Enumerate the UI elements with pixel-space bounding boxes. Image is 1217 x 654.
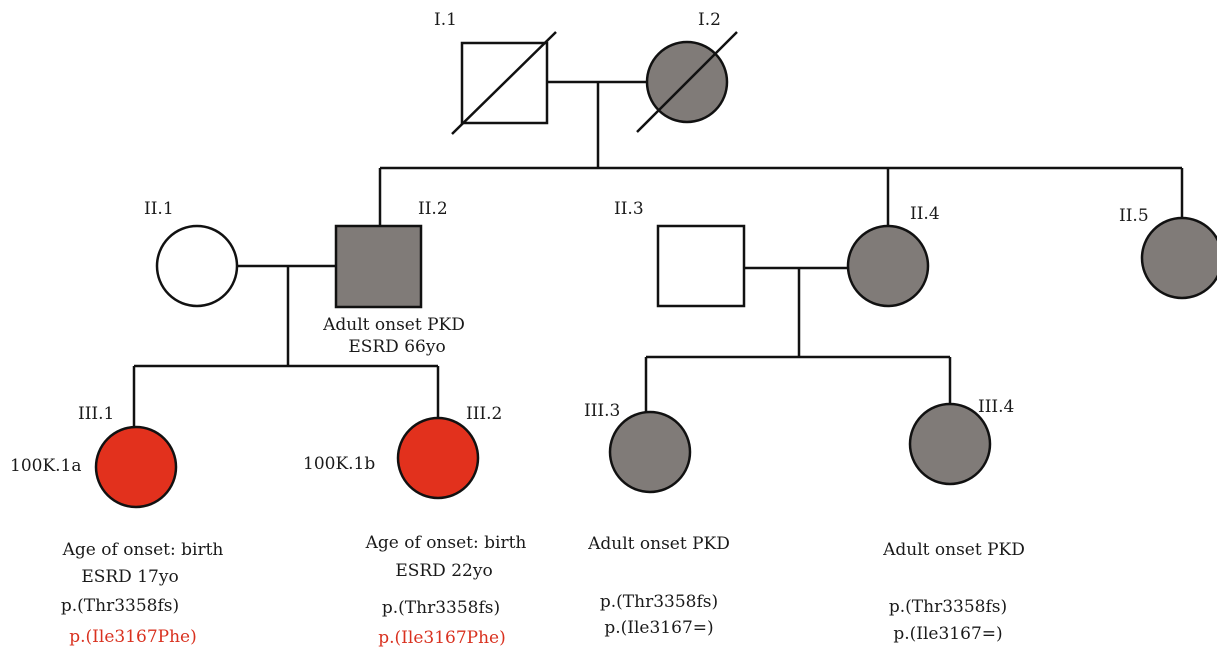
variant-synonymous: p.(Ile3167=) (893, 624, 1002, 644)
individual-id: II.2 (418, 199, 448, 219)
sample-id: 100K.1a (10, 456, 82, 476)
phenotype-note: ESRD 17yo (81, 567, 178, 587)
female-unaffected-symbol (155, 224, 239, 308)
individual-id: II.3 (614, 199, 644, 219)
variant-missense: p.(Ile3167Phe) (69, 627, 196, 647)
variant-missense: p.(Ile3167Phe) (378, 628, 505, 648)
variant-frameshift: p.(Thr3358fs) (382, 598, 500, 618)
phenotype-note: Adult onset PKD (882, 540, 1025, 560)
individual-III2: III.2 100K.1b Age of onset: birth ESRD 2… (303, 404, 526, 648)
male-affected-symbol (334, 224, 423, 309)
variant-frameshift: p.(Thr3358fs) (600, 592, 718, 612)
female-severe-symbol (396, 416, 480, 500)
variant-synonymous: p.(Ile3167=) (604, 618, 713, 638)
individual-id: I.1 (434, 10, 457, 30)
individual-id: III.2 (466, 404, 502, 424)
female-affected-symbol (846, 224, 930, 308)
individual-II1: II.1 (144, 199, 239, 308)
individual-II2: II.2 Adult onset PKD ESRD 66yo (322, 199, 465, 357)
female-affected-symbol (1140, 216, 1217, 300)
male-unaffected-symbol (656, 224, 746, 308)
individual-III1: III.1 100K.1a Age of onset: birth ESRD 1… (10, 404, 223, 647)
pedigree-lines (132, 80, 1184, 426)
individual-II4: II.4 (846, 204, 940, 308)
individual-id: II.1 (144, 199, 174, 219)
female-affected-symbol (608, 410, 692, 494)
individual-id: III.3 (584, 401, 620, 421)
individual-I1: I.1 (434, 10, 557, 135)
phenotype-note: ESRD 22yo (395, 561, 492, 581)
phenotype-note: Age of onset: birth (365, 533, 527, 553)
phenotype-note: Adult onset PKD (322, 315, 465, 335)
individual-id: II.4 (910, 204, 940, 224)
individual-II3: II.3 (614, 199, 746, 308)
individual-id: II.5 (1119, 206, 1149, 226)
phenotype-note: ESRD 66yo (348, 337, 445, 357)
phenotype-note: Age of onset: birth (62, 540, 224, 560)
individual-id: III.1 (78, 404, 114, 424)
individual-id: I.2 (698, 10, 721, 30)
individual-id: III.4 (978, 397, 1014, 417)
sample-id: 100K.1b (303, 454, 375, 474)
female-affected-symbol (908, 402, 992, 486)
individual-II5: II.5 (1119, 206, 1217, 300)
individual-III3: III.3 Adult onset PKD p.(Thr3358fs) p.(I… (584, 401, 730, 638)
variant-frameshift: p.(Thr3358fs) (889, 597, 1007, 617)
female-severe-symbol (94, 425, 178, 509)
variant-frameshift: p.(Thr3358fs) (61, 596, 179, 616)
deceased-slash (636, 31, 738, 133)
individual-I2: I.2 (636, 10, 738, 133)
individual-III4: III.4 Adult onset PKD p.(Thr3358fs) p.(I… (882, 397, 1025, 644)
phenotype-note: Adult onset PKD (587, 534, 730, 554)
deceased-slash (451, 31, 557, 135)
